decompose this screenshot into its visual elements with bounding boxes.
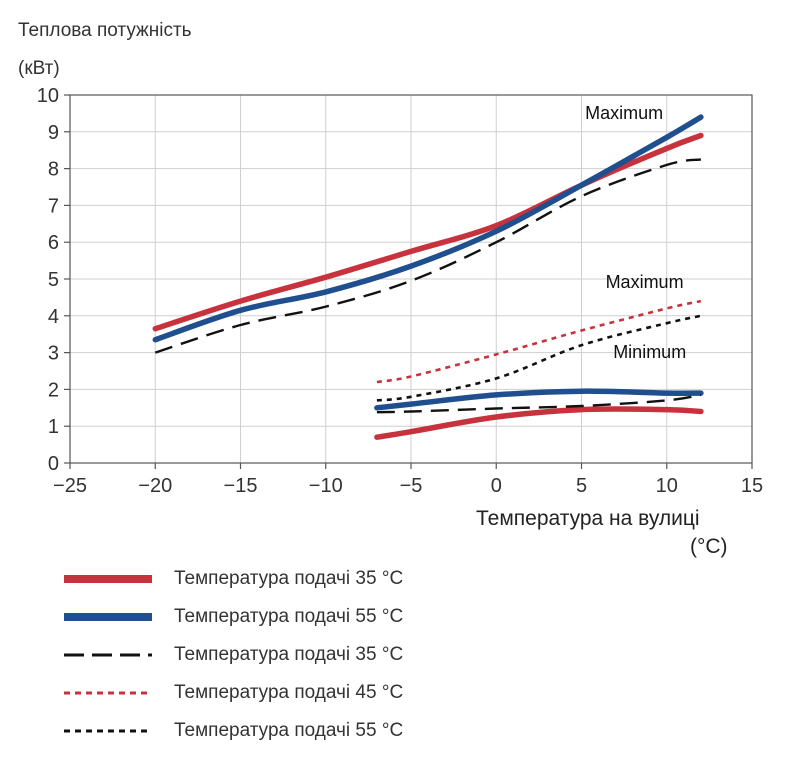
x-tick-label: −5 — [400, 475, 423, 497]
x-tick-label: 5 — [576, 475, 587, 497]
legend-swatch — [64, 729, 152, 733]
legend-item: Температура подачі 55 °C — [62, 712, 403, 750]
legend-label: Температура подачі 55 °C — [174, 606, 404, 627]
legend-item: Температура подачі 35 °C — [62, 636, 403, 674]
series-line-4 — [374, 406, 704, 440]
legend-label: Температура подачі 35 °C — [174, 568, 404, 589]
x-tick-label: 15 — [741, 475, 763, 497]
x-tick-label: −25 — [53, 475, 87, 497]
series-line-3 — [154, 158, 702, 354]
annotation-label-2: Maximum — [606, 272, 684, 292]
x-tick-label: −15 — [224, 475, 258, 497]
y-tick-label: 8 — [48, 159, 59, 181]
series-line-2 — [152, 114, 704, 343]
y-tick-label: 9 — [48, 122, 59, 144]
legend-swatch — [64, 575, 152, 583]
series-line-5 — [374, 388, 704, 411]
series-line-8 — [376, 314, 702, 402]
x-tick-label: −20 — [138, 475, 172, 497]
y-tick-label: 10 — [37, 85, 59, 107]
y-tick-label: 6 — [48, 232, 59, 254]
y-tick-label: 7 — [48, 195, 59, 217]
chart-canvas: −25 −20 −15 −10 −5 0 5 10 15 0 1 2 3 4 5 6 7 8 9 10 Maximum M… — [37, 85, 763, 497]
legend-item: Температура подачі 55 °C — [62, 598, 403, 636]
legend-swatch — [64, 653, 152, 657]
series-line-1 — [152, 132, 704, 332]
y-tick-label: 0 — [48, 453, 59, 475]
legend: Температура подачі 35 °C Температура пода… — [62, 560, 403, 750]
y-tick-label: 3 — [48, 343, 59, 365]
y-tick-label: 5 — [48, 269, 59, 291]
legend-swatch — [64, 691, 152, 695]
legend-swatch — [64, 613, 152, 621]
annotation-label-3: Minimum — [613, 342, 686, 362]
x-axis-title-line1: Температура на вулиці — [476, 507, 700, 530]
y-axis-title-line1: Теплова потужність — [18, 20, 192, 41]
legend-item: Температура подачі 45 °C — [62, 674, 403, 712]
y-tick-label: 1 — [48, 416, 59, 438]
y-tick-label: 2 — [48, 379, 59, 401]
x-tick-label: 0 — [491, 475, 502, 497]
series-line-6 — [376, 393, 702, 414]
legend-label: Температура подачі 55 °C — [174, 720, 404, 741]
annotation-label-1: Maximum — [585, 103, 663, 123]
x-tick-label: −10 — [309, 475, 343, 497]
series-line-7 — [376, 299, 702, 384]
x-axis-title-line2: (°C) — [690, 535, 728, 558]
x-tick-label: 10 — [656, 475, 678, 497]
legend-label: Температура подачі 45 °C — [174, 682, 404, 703]
y-tick-label: 4 — [48, 306, 59, 328]
legend-item: Температура подачі 35 °C — [62, 560, 403, 598]
y-axis-title-line2: (кВт) — [18, 58, 60, 79]
legend-label: Температура подачі 35 °C — [174, 644, 404, 665]
